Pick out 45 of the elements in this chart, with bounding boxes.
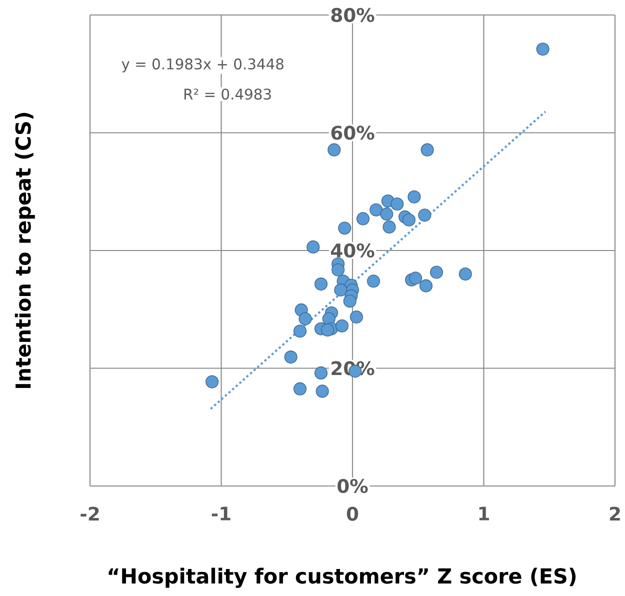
point — [335, 319, 349, 332]
point — [343, 294, 356, 308]
annotation: y = 0.1983x + 0.3448 — [122, 58, 284, 72]
point — [408, 190, 421, 204]
point — [350, 310, 363, 324]
point — [536, 42, 550, 56]
point — [366, 274, 380, 288]
point — [332, 263, 345, 276]
point — [316, 384, 329, 398]
point — [419, 279, 433, 292]
point — [402, 213, 416, 226]
x-tick-label: 0 — [346, 506, 358, 521]
point — [430, 266, 444, 279]
point — [408, 272, 422, 285]
point — [206, 375, 219, 388]
y-tick-label: 80% — [331, 8, 374, 22]
point — [314, 278, 328, 291]
point — [390, 197, 404, 211]
annotation: R² = 0.4983 — [184, 88, 271, 100]
point — [420, 143, 434, 156]
point — [338, 222, 352, 235]
point — [328, 143, 341, 156]
point — [284, 350, 298, 364]
point — [293, 382, 307, 396]
point — [370, 203, 383, 216]
point — [356, 212, 370, 226]
x-tick-label: -1 — [212, 506, 230, 520]
point — [418, 208, 432, 222]
point — [306, 240, 320, 254]
point — [458, 268, 472, 281]
point — [380, 207, 394, 221]
point — [298, 312, 312, 326]
x-tick-label: 1 — [479, 506, 489, 520]
x-tick-label: 2 — [610, 506, 620, 521]
y-axis-title: Intention to repeat (CS) — [14, 112, 35, 388]
point — [321, 323, 334, 337]
point — [314, 366, 328, 380]
y-tick-label: 0% — [338, 478, 368, 494]
y-tick-label: 40% — [331, 243, 374, 258]
y-tick-label: 60% — [331, 126, 374, 140]
point — [382, 220, 396, 234]
x-axis-title: “Hospitality for customers” Z score (ES) — [108, 568, 576, 588]
x-tick-label: -2 — [80, 506, 99, 521]
point — [334, 283, 348, 296]
point — [293, 324, 307, 338]
